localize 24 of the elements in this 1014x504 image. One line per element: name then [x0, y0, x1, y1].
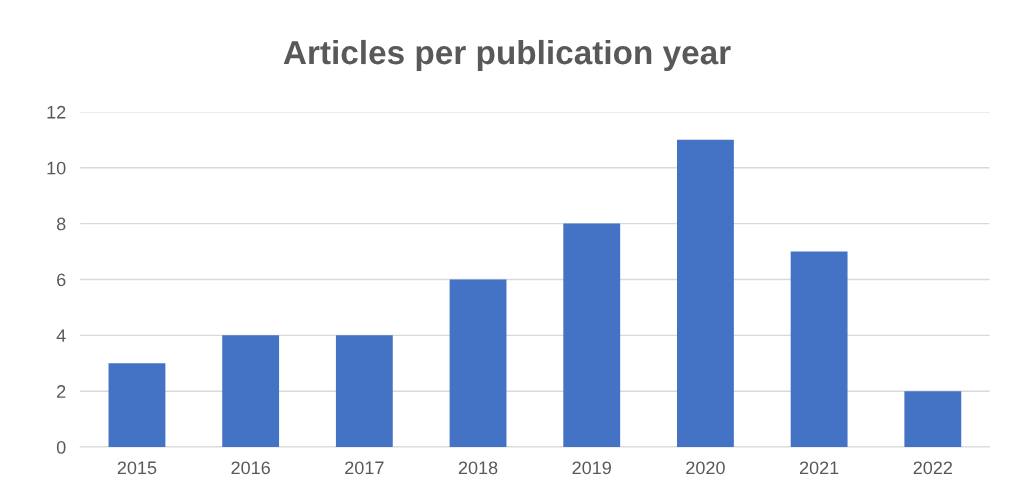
bar [677, 139, 734, 448]
y-tick-label: 12 [47, 105, 66, 119]
x-tick-label: 2018 [458, 461, 498, 475]
bar [790, 251, 848, 448]
x-tick-label: 2021 [799, 461, 839, 475]
x-tick-label: 2022 [913, 461, 952, 475]
bar [108, 363, 166, 448]
chart-title: Articles per publication year [283, 39, 731, 71]
y-tick-label: 2 [57, 385, 66, 398]
x-tick-label: 2016 [231, 461, 270, 475]
y-tick-label: 0 [56, 440, 66, 454]
bar [449, 279, 507, 448]
y-tick-label: 8 [56, 217, 66, 231]
x-tick-label: 2017 [345, 461, 384, 475]
bar [335, 335, 393, 448]
bar [904, 391, 962, 448]
x-tick-label: 2015 [117, 461, 157, 475]
x-tick-label: 2020 [686, 461, 725, 475]
y-tick-label: 10 [47, 161, 66, 175]
y-tick-label: 4 [56, 329, 66, 342]
y-tick-label: 6 [57, 273, 66, 287]
bar [222, 335, 280, 448]
bar [563, 223, 621, 448]
x-tick-label: 2019 [572, 461, 611, 475]
